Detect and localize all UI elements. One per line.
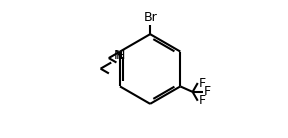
Text: F: F	[204, 85, 211, 98]
Text: F: F	[198, 94, 206, 107]
Text: Br: Br	[143, 11, 157, 24]
Text: H: H	[116, 49, 125, 62]
Text: N: N	[113, 49, 123, 62]
Text: F: F	[198, 76, 206, 90]
